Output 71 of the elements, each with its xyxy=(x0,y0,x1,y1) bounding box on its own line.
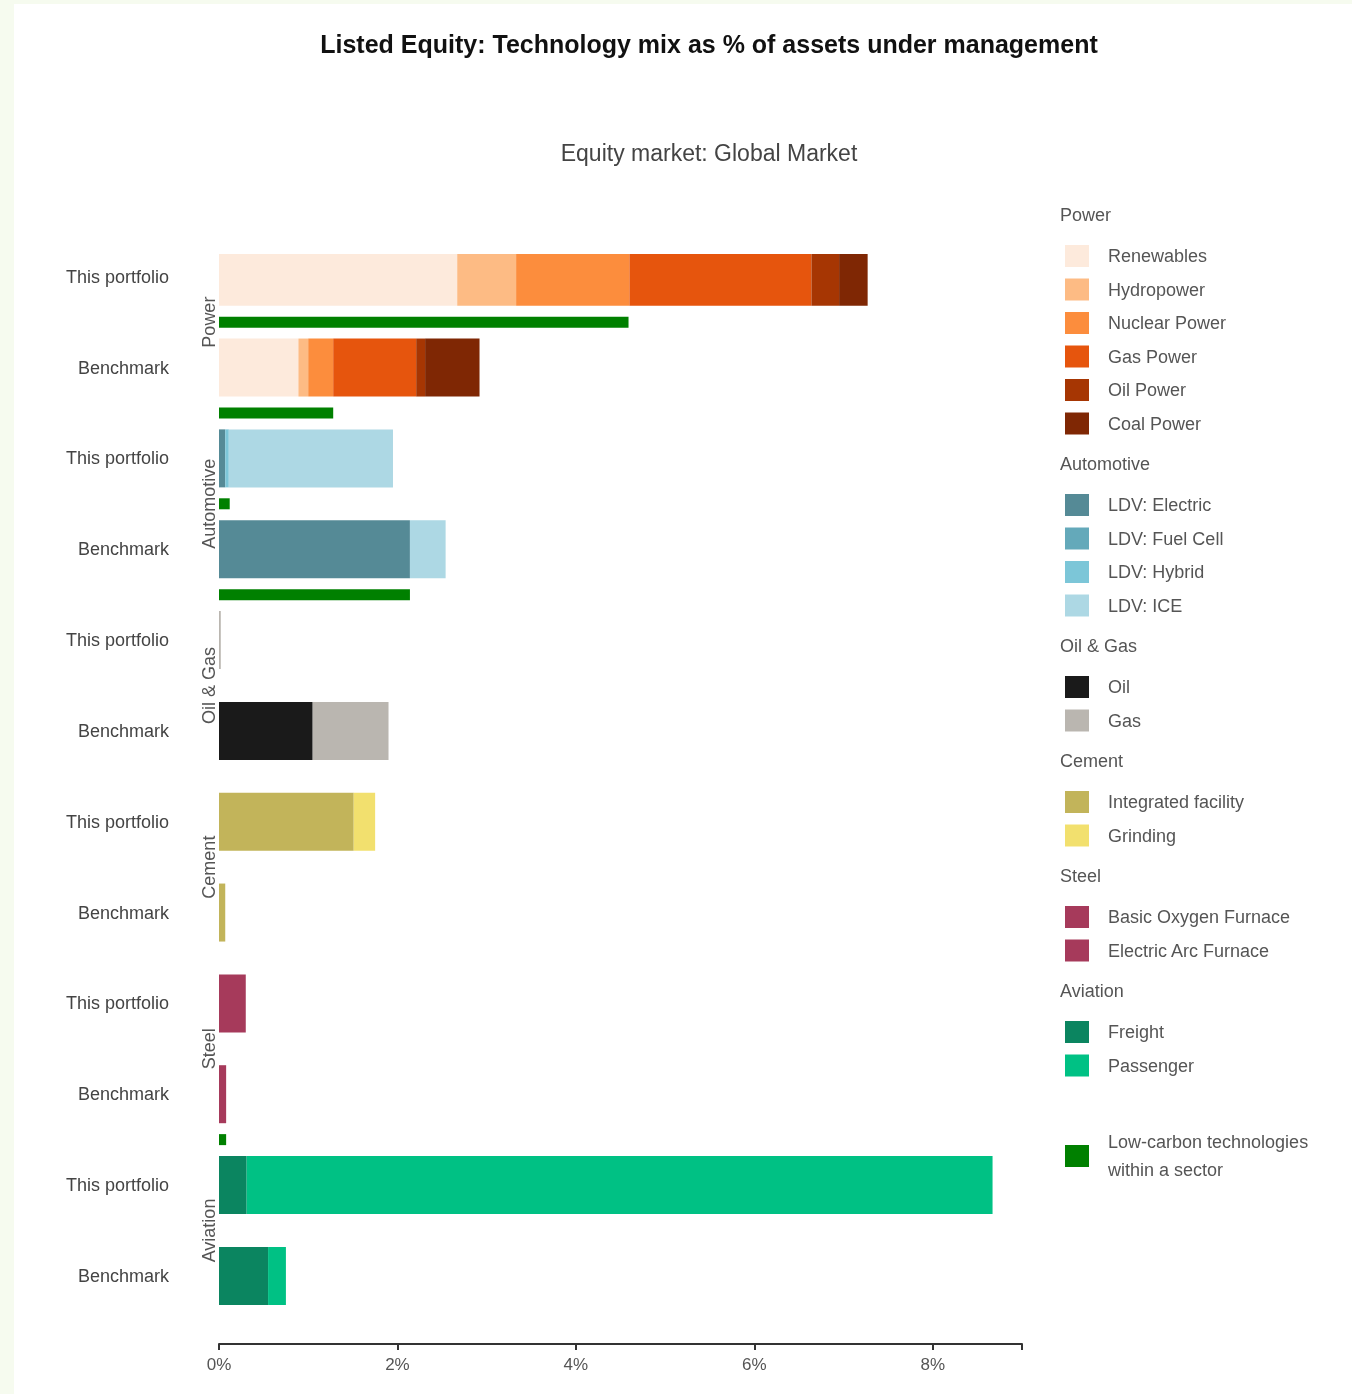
legend-label: Nuclear Power xyxy=(1108,313,1227,333)
bar xyxy=(268,1246,286,1305)
text: Power xyxy=(1060,205,1112,225)
bar xyxy=(225,429,229,488)
legend-label: Hydropower xyxy=(1108,279,1206,300)
x-tick-label: 4% xyxy=(563,1355,589,1374)
chart-title: Listed Equity: Technology mix as % of assets under management xyxy=(320,29,1099,58)
text: Oil & Gas xyxy=(1060,636,1138,656)
legend-label: Low-carbon technologies within a sector xyxy=(1107,1132,1314,1180)
legend-label: Oil Power xyxy=(1108,380,1187,400)
legend-label: Renewables xyxy=(1108,246,1208,266)
bar xyxy=(219,1065,227,1124)
bar xyxy=(219,883,226,942)
bar xyxy=(409,520,446,579)
bar xyxy=(219,1246,269,1305)
y-tick-label: This portfolio xyxy=(65,993,169,1014)
x-tick-label: 2% xyxy=(385,1355,410,1374)
legend-label: Gas Power xyxy=(1108,346,1198,367)
text: Oil & Gas xyxy=(199,646,219,724)
bar xyxy=(228,429,393,488)
bar xyxy=(219,498,230,510)
bar xyxy=(219,316,629,328)
text: Cement xyxy=(1060,751,1124,771)
text: Power xyxy=(199,296,219,348)
bar xyxy=(312,701,389,760)
bar xyxy=(219,974,246,1033)
legend-label: Electric Arc Furnace xyxy=(1108,940,1270,961)
text: Steel xyxy=(199,1028,219,1070)
legend-label: Oil xyxy=(1108,677,1130,697)
bar xyxy=(219,589,410,601)
text: Aviation xyxy=(1060,981,1124,1001)
chart-subtitle: Equity market: Global Market xyxy=(560,139,858,166)
legend-label: LDV: Fuel Cell xyxy=(1108,528,1224,549)
bar xyxy=(219,792,354,851)
x-tick-label: 6% xyxy=(742,1355,767,1374)
legend-label: Freight xyxy=(1108,1022,1165,1042)
bar xyxy=(219,701,313,760)
text: Automotive xyxy=(199,458,219,549)
y-tick-label: Benchmark xyxy=(77,902,170,923)
y-tick-label: This portfolio xyxy=(65,1175,169,1196)
y-tick-label: Benchmark xyxy=(77,539,170,560)
legend-label: Coal Power xyxy=(1108,413,1202,434)
y-tick-label: This portfolio xyxy=(65,266,169,287)
text: Automotive xyxy=(1060,454,1151,474)
bar xyxy=(353,792,376,851)
legend-label: LDV: Electric xyxy=(1108,495,1212,515)
legend-label: LDV: Hybrid xyxy=(1108,562,1205,582)
legend-label: Grinding xyxy=(1108,825,1177,846)
text: Steel xyxy=(1060,866,1102,886)
legend-label: LDV: ICE xyxy=(1108,595,1183,616)
legend-label: Gas xyxy=(1108,710,1142,731)
bar xyxy=(219,429,226,488)
legend-label: Integrated facility xyxy=(1108,792,1245,812)
y-tick-label: Benchmark xyxy=(77,1265,170,1286)
x-tick-label: 0% xyxy=(206,1355,232,1374)
text: Cement xyxy=(199,835,219,899)
bar xyxy=(219,1156,247,1215)
y-tick-label: Benchmark xyxy=(77,1084,170,1105)
y-tick-label: This portfolio xyxy=(65,630,169,651)
y-tick-label: Benchmark xyxy=(77,357,170,378)
bar xyxy=(246,1156,993,1215)
y-tick-label: Benchmark xyxy=(77,720,170,741)
y-tick-label: This portfolio xyxy=(65,448,169,469)
legend-label: Passenger xyxy=(1108,1055,1195,1076)
legend-label: Basic Oxygen Furnace xyxy=(1108,907,1291,927)
x-tick-label: 8% xyxy=(920,1355,946,1374)
bar xyxy=(219,520,410,579)
text: Aviation xyxy=(199,1198,219,1263)
y-tick-label: This portfolio xyxy=(65,811,169,832)
bar xyxy=(219,407,334,419)
bar xyxy=(219,1134,227,1146)
